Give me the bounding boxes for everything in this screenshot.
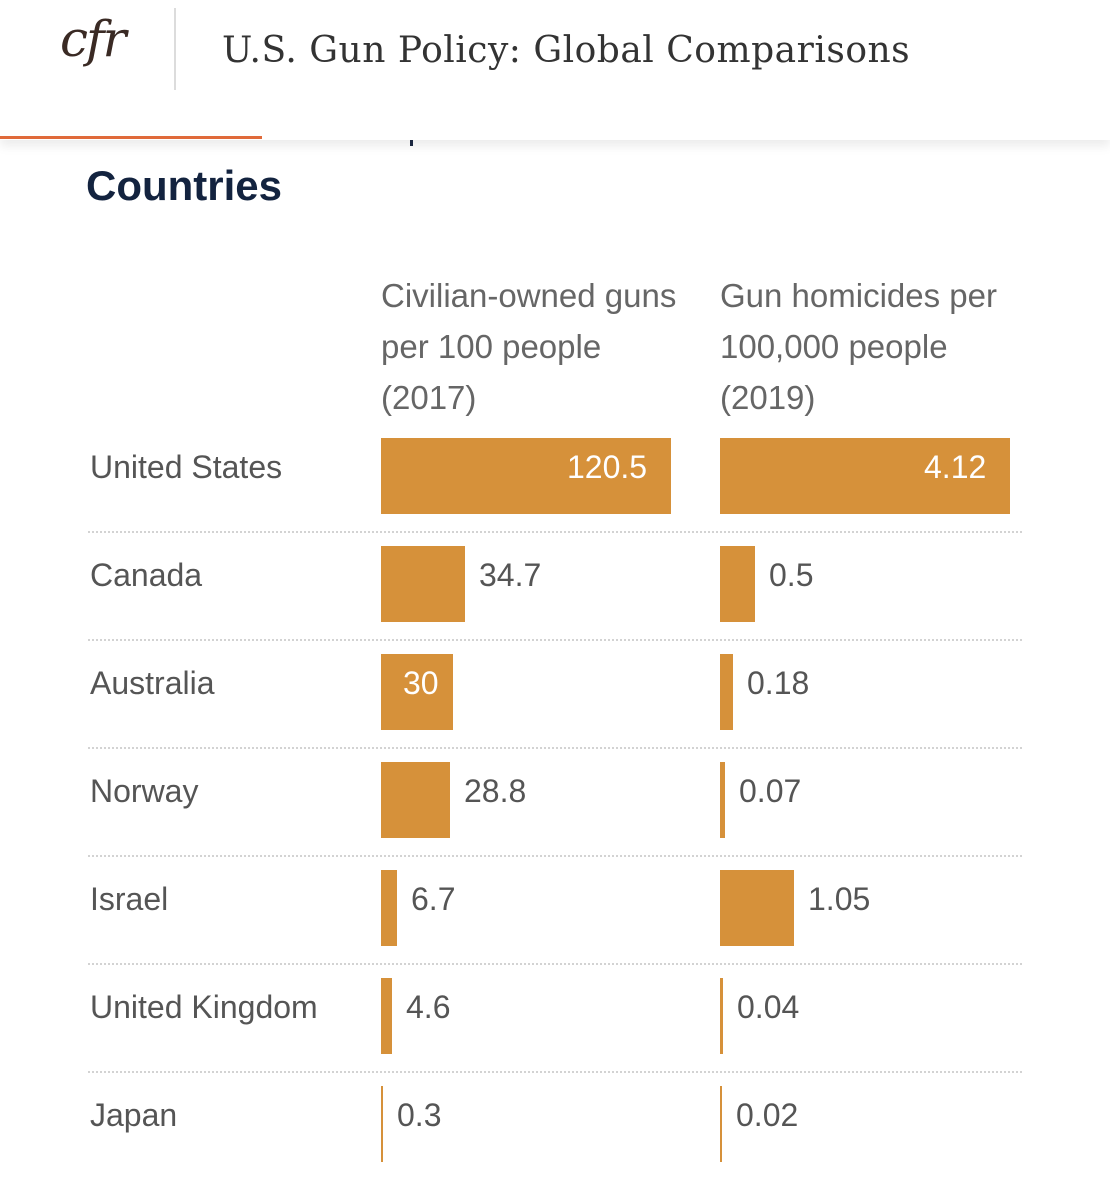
bar-guns [381,762,450,838]
bar-guns [381,546,465,622]
country-label: Israel [90,881,169,917]
bar-homicides [720,654,733,730]
column-header-homicides: Gun homicides per 100,000 people (2019) [720,277,997,416]
value-label-homicides: 1.05 [808,881,871,917]
row-divider [88,963,1022,965]
value-label-homicides: 0.04 [737,989,800,1025]
table-row: Israel 6.7 1.05 [0,852,1110,965]
value-label-homicides: 0.02 [736,1097,799,1133]
table-row: Japan 0.3 0.02 [0,1068,1110,1176]
row-divider [88,531,1022,533]
bar-guns [381,1086,383,1162]
section-title: Countries [86,162,283,209]
value-label-guns: 28.8 [464,773,527,809]
row-divider [88,1071,1022,1073]
cfr-logo[interactable]: cfr [60,10,126,68]
row-divider [88,855,1022,857]
table-row: Canada 34.7 0.5 [0,528,1110,641]
country-label: Canada [90,557,203,593]
bar-guns [381,978,392,1054]
page-title[interactable]: U.S. Gun Policy: Global Comparisons [222,30,911,71]
country-label: United States [90,449,283,485]
value-label-guns: 120.5 [567,449,648,485]
bar-homicides [720,762,725,838]
value-label-homicides: 0.18 [747,665,810,701]
bar-homicides [720,1086,722,1162]
value-label-guns: 4.6 [406,989,451,1025]
row-divider [88,639,1022,641]
value-label-homicides: 0.07 [739,773,802,809]
bar-guns [381,654,453,730]
header-divider [174,8,176,90]
country-label: Australia [90,665,215,701]
table-row: United States 120.5 4.12 [0,420,1110,533]
country-label: United Kingdom [90,989,318,1025]
country-label: Norway [90,773,199,809]
row-divider [88,747,1022,749]
site-header: cfr U.S. Gun Policy: Global Comparisons [0,0,1110,140]
bar-homicides [720,438,1010,514]
value-label-homicides: 0.5 [769,557,814,593]
column-header-guns: Civilian-owned guns per 100 people (2017… [381,277,677,416]
reading-progress-bar [0,136,262,139]
bar-homicides [720,870,794,946]
bar-guns [381,438,671,514]
country-label: Japan [90,1097,178,1133]
bar-homicides [720,978,723,1054]
value-label-guns: 6.7 [411,881,456,917]
table-row: Norway 28.8 0.07 [0,744,1110,857]
value-label-guns: 0.3 [397,1097,442,1133]
bar-guns [381,870,397,946]
scrolled-text-fragment [410,138,413,146]
value-label-guns: 34.7 [479,557,542,593]
bar-homicides [720,546,755,622]
table-row: Australia 30 0.18 [0,636,1110,749]
value-label-homicides: 4.12 [924,449,987,485]
value-label-guns: 30 [403,665,439,701]
table-row: United Kingdom 4.6 0.04 [0,960,1110,1073]
